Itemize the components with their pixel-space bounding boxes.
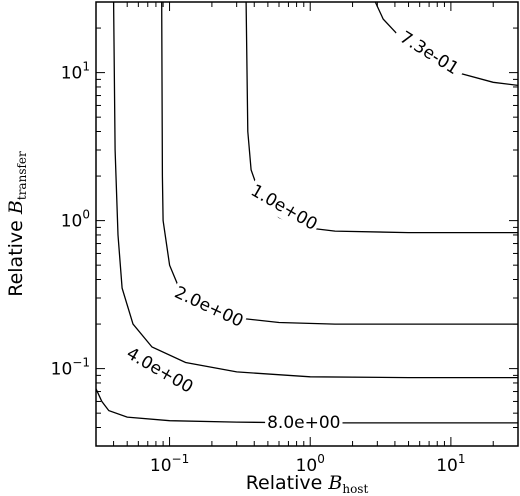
y-tick-label: 101 (61, 60, 90, 84)
contour-label-group-3: 2.0e+00 (169, 280, 249, 334)
x-tick-label: 101 (436, 452, 465, 476)
contour-label-gap (169, 280, 249, 334)
contour-label: 8.0e+00 (267, 413, 340, 433)
contour-label: 2.0e+00 (171, 283, 246, 332)
contour-label-group-2: 1.0e+00 (244, 178, 323, 237)
contour-line-4 (112, 2, 518, 379)
contour-label-group-5: 8.0e+00 (265, 411, 343, 434)
x-tick-label: 10−1 (150, 452, 189, 476)
contour-line-3 (161, 2, 518, 325)
y-tick-label: 100 (61, 208, 90, 232)
y-axis-label: Relative Btransfer (5, 151, 29, 297)
x-axis-label: Relative Bhost (246, 472, 369, 496)
axis-ticks (95, 1, 519, 447)
contour-label-gap (244, 178, 323, 237)
contour-label: 4.0e+00 (123, 344, 197, 398)
contour-label-gap (120, 341, 199, 400)
contour-label-gap (265, 411, 343, 434)
y-tick-label: 10−1 (51, 356, 90, 380)
x-tick-label: 100 (296, 452, 325, 476)
contour-label-group-1: 7.3e-01 (390, 23, 468, 84)
contour-label: 1.0e+00 (247, 181, 321, 235)
plot-frame (95, 1, 519, 447)
contour-label: 7.3e-01 (396, 28, 462, 80)
contour-label-gap (390, 23, 468, 84)
